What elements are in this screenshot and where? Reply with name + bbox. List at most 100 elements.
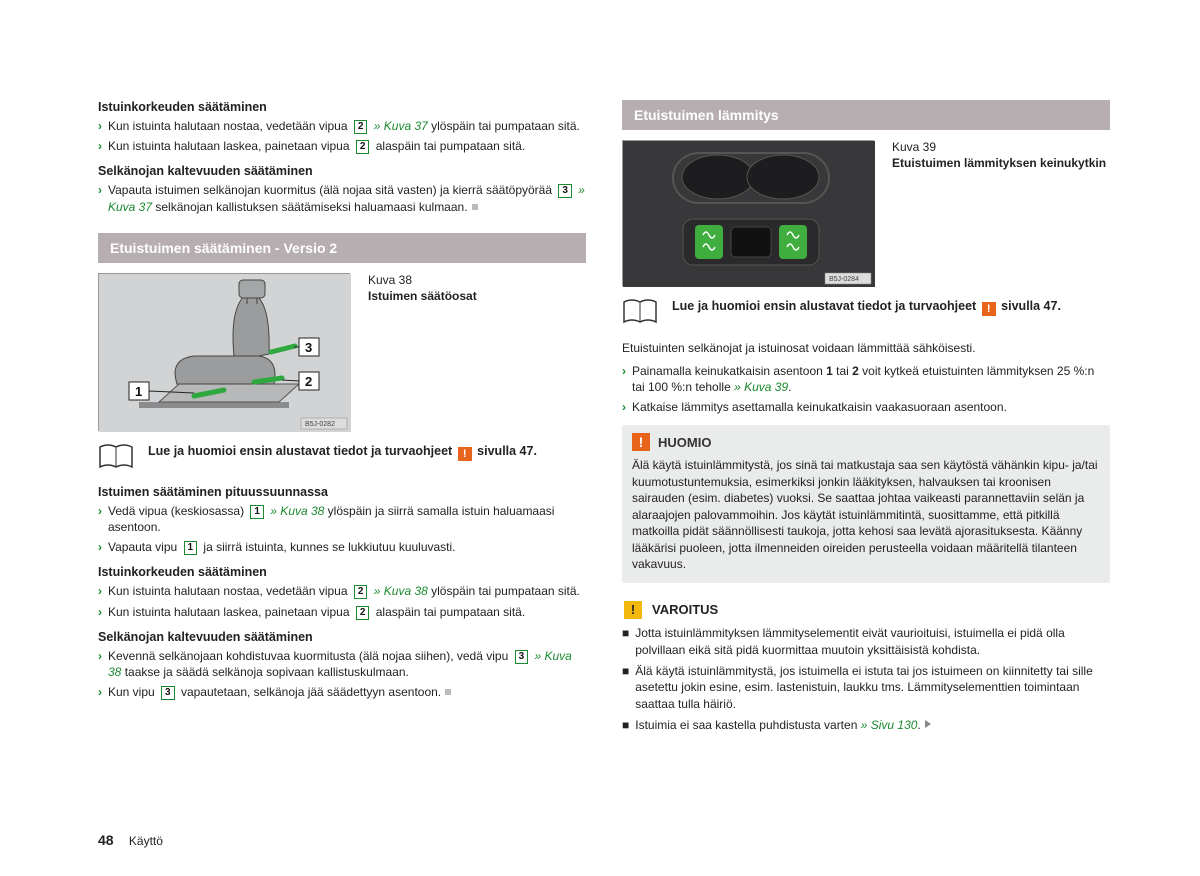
chevron-icon: › [98,539,102,555]
attention-title: HUOMIO [658,435,711,450]
figure-ref: » Kuva 37 [370,119,427,133]
attention-icon: ! [632,433,650,451]
heading-height-adjust-2: Istuinkorkeuden säätäminen [98,565,586,579]
section-end-icon [472,204,478,210]
warning-list: ■Jotta istuinlämmityksen lämmityselement… [622,625,1110,734]
section-bar-seat-v2: Etuistuimen säätäminen - Versio 2 [98,233,586,263]
list-item: › Painamalla keinukatkaisin asentoon 1 t… [622,363,1110,395]
read-first-note: Lue ja huomioi ensin alustavat tiedot ja… [98,443,586,471]
figure-number: Kuva 39 [892,140,1106,154]
body-text: Vapauta istuimen selkänojan kuormitus (ä… [108,182,586,214]
heater-switch-icon: B5J-0284 [623,141,875,287]
section-bar-seat-heat: Etuistuimen lämmitys [622,100,1110,130]
manual-page: Istuinkorkeuden säätäminen › Kun istuint… [98,100,1110,738]
figure-number: Kuva 38 [368,273,477,287]
list-item: › Kevennä selkänojaan kohdistuvaa kuormi… [98,648,586,680]
callout-box: 2 [354,120,368,134]
figure-tag: B5J-0284 [829,276,859,283]
figure-title: Istuimen säätöosat [368,289,477,303]
body-text: Vapauta vipu 1 ja siirrä istuinta, kunne… [108,539,456,555]
attention-body: Älä käytä istuinlämmitystä, jos sinä tai… [632,457,1100,573]
seat-diagram-icon: 1 2 3 B5J-0282 [99,274,351,432]
attention-head: ! HUOMIO [632,433,1100,451]
list-item: ■ Istuimia ei saa kastella puhdistusta v… [622,717,1110,734]
callout-box: 3 [161,686,175,700]
chevron-icon: › [98,138,102,154]
book-icon [622,298,658,326]
figure-39-caption: Kuva 39 Etuistuimen lämmityksen keinukyt… [892,140,1106,286]
heading-longitudinal: Istuimen säätäminen pituussuunnassa [98,485,586,499]
body-text: Painamalla keinukatkaisin asentoon 1 tai… [632,363,1110,395]
heading-backrest-2: Selkänojan kaltevuuden säätäminen [98,630,586,644]
body-text: Kun istuinta halutaan laskea, painetaan … [108,138,525,154]
intro-text: Etuistuinten selkänojat ja istuinosat vo… [622,340,1110,357]
list-item: › Kun istuinta halutaan laskea, painetaa… [98,138,586,154]
book-icon [98,443,134,471]
callout-box: 1 [184,541,198,555]
body-text: Jotta istuinlämmityksen lämmityselementi… [635,625,1110,659]
figure-39-row: B5J-0284 Kuva 39 Etuistuimen lämmityksen… [622,140,1110,286]
list-item: › Kun istuinta halutaan laskea, painetaa… [98,604,586,620]
left-column: Istuinkorkeuden säätäminen › Kun istuint… [98,100,586,738]
chevron-icon: › [98,583,102,599]
chevron-icon: › [622,363,626,379]
bullet-icon: ■ [622,625,629,659]
callout-3: 3 [305,340,312,355]
list-item: ■Jotta istuinlämmityksen lämmityselement… [622,625,1110,659]
chevron-icon: › [98,604,102,620]
figure-38-row: 1 2 3 B5J-0282 Kuva 38 Istuimen säätöosa… [98,273,586,431]
warning-badge-icon: ! [458,447,472,461]
read-first-note-2: Lue ja huomioi ensin alustavat tiedot ja… [622,298,1110,326]
figure-ref: » Kuva 38 [370,584,427,598]
heading-height-adjust: Istuinkorkeuden säätäminen [98,100,586,114]
body-text: Kun vipu 3 vapautetaan, selkänoja jää sä… [108,684,451,700]
continue-icon [925,720,931,728]
callout-box: 2 [356,606,370,620]
callout-2: 2 [305,374,312,389]
list-item: › Vedä vipua (keskiosassa) 1 » Kuva 38 y… [98,503,586,535]
section-end-icon [445,689,451,695]
chevron-icon: › [98,648,102,664]
chevron-icon: › [622,399,626,415]
list-item: › Kun vipu 3 vapautetaan, selkänoja jää … [98,684,586,700]
warning-icon: ! [624,601,642,619]
read-first-text: Lue ja huomioi ensin alustavat tiedot ja… [672,298,1061,316]
page-number: 48 [98,832,114,848]
heading-backrest: Selkänojan kaltevuuden säätäminen [98,164,586,178]
chevron-icon: › [98,182,102,198]
page-ref: » Sivu 130 [861,718,918,732]
figure-38-caption: Kuva 38 Istuimen säätöosat [368,273,477,431]
chevron-icon: › [98,118,102,134]
figure-tag: B5J-0282 [305,421,335,428]
chevron-icon: › [98,684,102,700]
body-text: Kun istuinta halutaan laskea, painetaan … [108,604,525,620]
bullet-icon: ■ [622,663,629,713]
read-first-text: Lue ja huomioi ensin alustavat tiedot ja… [148,443,537,461]
right-column: Etuistuimen lämmitys [622,100,1110,738]
list-item: › Vapauta istuimen selkänojan kuormitus … [98,182,586,214]
page-footer: 48 Käyttö [98,832,163,848]
body-text: Kevennä selkänojaan kohdistuvaa kuormitu… [108,648,586,680]
callout-box: 3 [515,650,529,664]
warning-block: ! VAROITUS ■Jotta istuinlämmityksen lämm… [622,597,1110,734]
body-text: Kun istuinta halutaan nostaa, vedetään v… [108,583,580,599]
list-item: ■Älä käytä istuinlämmitystä, jos istuime… [622,663,1110,713]
figure-38-image: 1 2 3 B5J-0282 [98,273,350,431]
list-item: › Kun istuinta halutaan nostaa, vedetään… [98,583,586,599]
body-text: Istuimia ei saa kastella puhdistusta var… [635,717,931,734]
body-text: Vedä vipua (keskiosassa) 1 » Kuva 38 ylö… [108,503,586,535]
figure-39-image: B5J-0284 [622,140,874,286]
warning-title: VAROITUS [652,602,718,617]
warning-head: ! VAROITUS [622,597,1110,625]
figure-ref: » Kuva 39 [734,380,788,394]
figure-title: Etuistuimen lämmityksen keinukytkin [892,156,1106,170]
list-item: › Kun istuinta halutaan nostaa, vedetään… [98,118,586,134]
list-item: › Vapauta vipu 1 ja siirrä istuinta, kun… [98,539,586,555]
bullet-icon: ■ [622,717,629,734]
callout-box: 3 [558,184,572,198]
attention-box: ! HUOMIO Älä käytä istuinlämmitystä, jos… [622,425,1110,583]
callout-box: 1 [250,505,264,519]
chevron-icon: › [98,503,102,519]
body-text: Kun istuinta halutaan nostaa, vedetään v… [108,118,580,134]
callout-box: 2 [356,140,370,154]
